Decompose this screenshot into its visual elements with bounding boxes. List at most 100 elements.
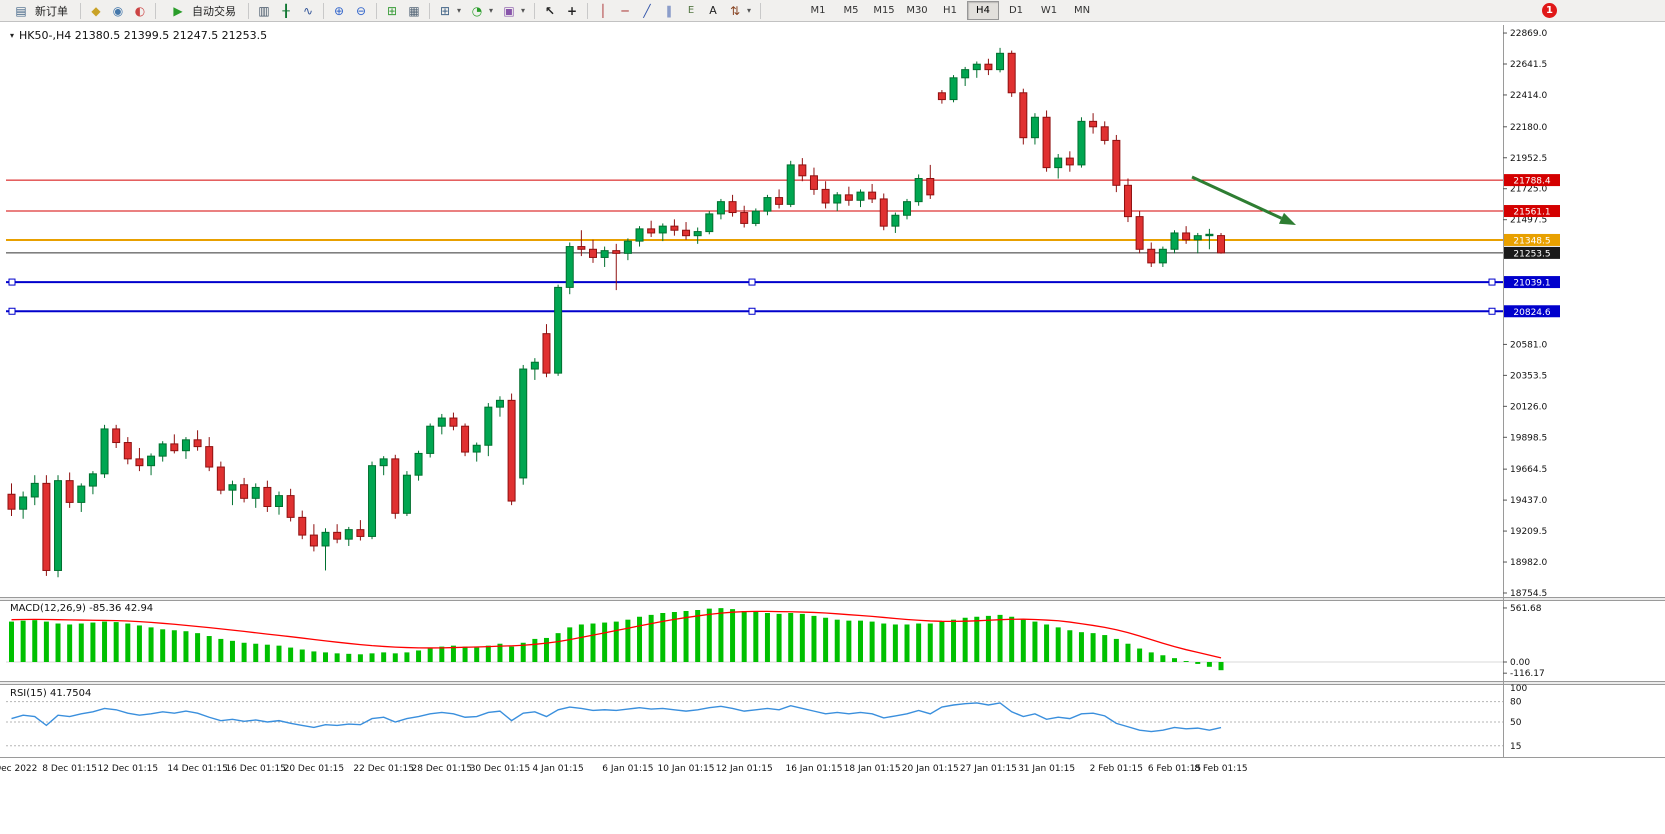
- timeframe-m15-button[interactable]: M15: [873, 5, 895, 16]
- candlestick: [426, 425, 435, 454]
- fibonacci-icon[interactable]: E: [687, 4, 695, 16]
- price-badge: [1504, 246, 1560, 259]
- candlestick: [821, 188, 830, 204]
- candlestick: [716, 201, 725, 215]
- zoom-in-icon[interactable]: ⊕: [333, 3, 345, 18]
- candlestick: [263, 486, 272, 507]
- gold-icon[interactable]: ◆: [91, 3, 101, 18]
- line-handle[interactable]: [8, 278, 16, 286]
- price-tick-label: 18982.0: [1510, 558, 1547, 568]
- price-badge: [1504, 276, 1560, 289]
- community-icon[interactable]: ◐: [134, 3, 146, 18]
- arrows-tool-icon[interactable]: ⇅: [729, 3, 741, 18]
- timeframe-w1-button[interactable]: W1: [1040, 5, 1058, 16]
- autotrade-label: 自动交易: [192, 4, 236, 18]
- candlestick-chart-icon[interactable]: ╂: [282, 3, 290, 18]
- dropdown-caret-icon[interactable]: ▾: [521, 6, 526, 15]
- candlestick: [705, 213, 714, 233]
- symbol-marker-icon: ▾: [10, 31, 15, 40]
- text-icon[interactable]: A: [709, 4, 717, 17]
- trend-arrow[interactable]: [1191, 175, 1283, 220]
- candlestick: [1135, 216, 1144, 250]
- date-label: 4 Jan 01:15: [532, 764, 583, 774]
- new-order-button[interactable]: ▤ 新订单: [4, 2, 75, 20]
- timeframe-h1-button[interactable]: H1: [943, 5, 957, 16]
- price-badge: [1504, 205, 1560, 218]
- tile-windows-icon[interactable]: ⊞: [386, 3, 398, 18]
- line-handle[interactable]: [1488, 307, 1496, 315]
- candlestick: [1089, 120, 1098, 128]
- candlestick: [484, 406, 493, 446]
- macd-signal-line: [11, 610, 1222, 659]
- price-tick-label: 21497.5: [1510, 216, 1547, 226]
- timeframe-d1-button[interactable]: D1: [1008, 5, 1024, 16]
- trend-arrow-head[interactable]: [1278, 212, 1296, 225]
- candlestick: [286, 495, 295, 518]
- candlestick: [1054, 157, 1063, 169]
- price-tick-label: 20353.5: [1510, 371, 1547, 381]
- candlestick: [809, 175, 818, 190]
- line-handle[interactable]: [748, 278, 756, 286]
- price-badge-label: 21788.4: [1513, 177, 1550, 187]
- autotrade-button[interactable]: ▶ 自动交易: [161, 2, 243, 20]
- date-label: 8 Dec 01:15: [42, 764, 97, 774]
- candlestick: [205, 446, 214, 468]
- line-chart-icon[interactable]: ∿: [302, 3, 314, 18]
- candlestick: [1019, 92, 1028, 139]
- candlestick: [891, 214, 900, 227]
- date-label: 28 Dec 01:15: [412, 764, 473, 774]
- candlestick: [414, 452, 423, 476]
- dropdown-caret-icon[interactable]: ▾: [747, 6, 752, 15]
- bar-chart-icon[interactable]: ▥: [258, 3, 270, 18]
- candlestick: [879, 198, 888, 227]
- candlestick: [379, 458, 388, 467]
- timeframe-m30-button[interactable]: M30: [906, 5, 928, 16]
- candlestick: [984, 63, 993, 71]
- candlestick: [565, 246, 574, 288]
- line-handle[interactable]: [748, 307, 756, 315]
- crosshair-icon[interactable]: +: [566, 3, 578, 18]
- cursor-icon[interactable]: ↖: [544, 3, 556, 18]
- timeframe-h4-button[interactable]: H4: [967, 1, 999, 20]
- candlestick: [740, 212, 749, 224]
- snapshot-icon[interactable]: ▣: [503, 3, 515, 18]
- date-label: 6 Feb 01:15: [1148, 764, 1201, 774]
- vertical-line-icon[interactable]: │: [599, 3, 607, 18]
- dropdown-caret-icon[interactable]: ▾: [489, 6, 494, 15]
- candlestick: [495, 399, 504, 408]
- notification-badge[interactable]: 1: [1542, 3, 1557, 18]
- panel-separator[interactable]: [0, 597, 1665, 601]
- timeframe-m5-button[interactable]: M5: [843, 5, 859, 16]
- candlestick: [449, 417, 458, 427]
- timeframe-m1-button[interactable]: M1: [810, 5, 826, 16]
- candlestick: [600, 250, 609, 258]
- rsi-axis-label: 100: [1510, 684, 1527, 694]
- dropdown-caret-icon[interactable]: ▾: [457, 6, 462, 15]
- price-tick-label: 19437.0: [1510, 496, 1547, 506]
- candlestick: [391, 458, 400, 514]
- horizontal-line-icon[interactable]: ─: [621, 3, 629, 18]
- trendline-icon[interactable]: ╱: [643, 3, 651, 18]
- macd-axis-label: -116.17: [1510, 669, 1545, 679]
- panel-separator[interactable]: [0, 681, 1665, 685]
- candlestick: [88, 473, 97, 487]
- candlestick: [833, 194, 842, 204]
- date-label: 16 Jan 01:15: [785, 764, 842, 774]
- line-handle[interactable]: [1488, 278, 1496, 286]
- cascade-windows-icon[interactable]: ▦: [408, 3, 420, 18]
- candlestick: [402, 474, 411, 514]
- candlestick: [1065, 157, 1074, 166]
- line-handle[interactable]: [8, 307, 16, 315]
- candlestick: [972, 63, 981, 71]
- date-label: 22 Dec 01:15: [353, 764, 414, 774]
- rsi-axis-label: 80: [1510, 698, 1522, 708]
- timeframe-mn-button[interactable]: MN: [1073, 5, 1091, 16]
- zoom-out-icon[interactable]: ⊖: [355, 3, 367, 18]
- new-chart-icon[interactable]: ⊞: [439, 3, 451, 18]
- candlestick: [30, 482, 39, 498]
- profile-icon[interactable]: ◉: [112, 3, 124, 18]
- channel-icon[interactable]: ∥: [666, 3, 672, 18]
- chart-canvas[interactable]: 22869.0 22641.5 22414.0 22180.0 21952.5 21725…: [0, 22, 1665, 834]
- toolbar-separator: [587, 2, 588, 19]
- profiles-clock-icon[interactable]: ◔: [471, 3, 483, 18]
